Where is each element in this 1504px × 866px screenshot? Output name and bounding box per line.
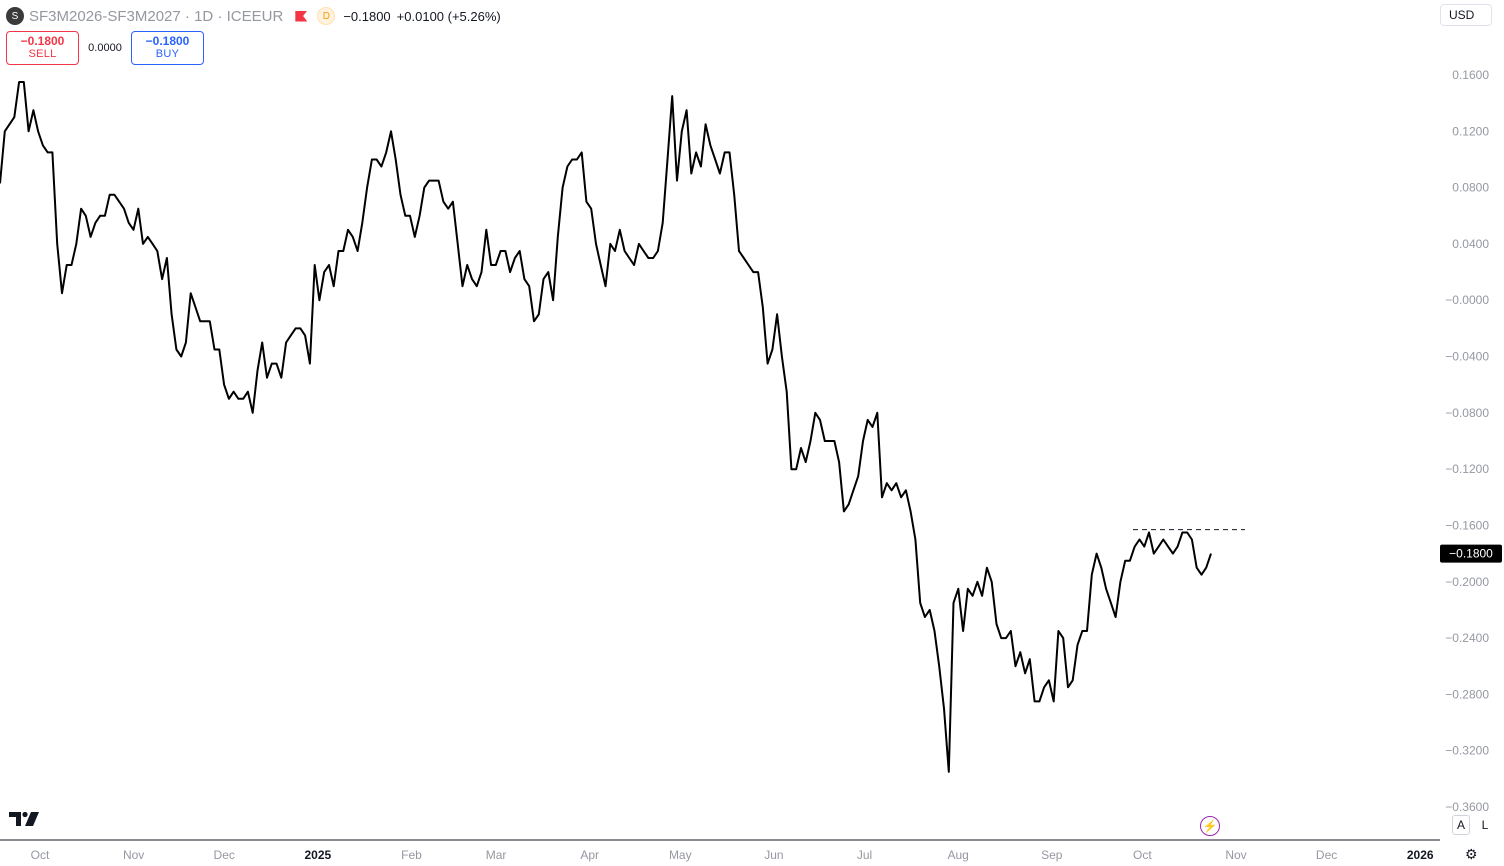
symbol-header: S SF3M2026-SF3M2027 · 1D · ICEEUR D −0.1… <box>6 5 507 27</box>
symbol-logo-icon: S <box>6 7 24 25</box>
x-tick-label: Nov <box>123 848 144 862</box>
x-tick-label: Oct <box>31 848 50 862</box>
y-tick-label: −0.0800 <box>1445 406 1489 420</box>
x-axis: Oct Nov Dec 2025 Feb Mar Apr May Jun Jul Aug Sep Oct… <box>31 848 1434 862</box>
y-tick-label: −0.0400 <box>1445 350 1489 364</box>
y-tick-label: −0.1600 <box>1445 518 1489 532</box>
y-tick-label: 0.0800 <box>1452 181 1489 195</box>
spread-value: 0.0000 <box>88 42 122 54</box>
trade-panel: −0.1800 SELL 0.0000 −0.1800 BUY <box>6 31 204 65</box>
sell-label: SELL <box>28 48 57 60</box>
flag-icon[interactable] <box>295 10 308 22</box>
sell-button[interactable]: −0.1800 SELL <box>6 31 79 65</box>
x-tick-label: May <box>669 848 692 862</box>
tradingview-logo-icon[interactable] <box>9 810 41 828</box>
x-tick-label: 2025 <box>305 848 332 862</box>
x-tick-label: 2026 <box>1407 848 1434 862</box>
interval: 1D <box>194 7 214 25</box>
buy-price: −0.1800 <box>145 34 190 48</box>
x-tick-label: Mar <box>486 848 507 862</box>
sell-price: −0.1800 <box>20 34 65 48</box>
series-line <box>0 81 1212 773</box>
x-tick-label: Apr <box>580 848 599 862</box>
y-tick-label: −0.1200 <box>1445 462 1489 476</box>
y-tick-label: 0.1600 <box>1452 68 1489 82</box>
y-tick-label: 0.1200 <box>1452 124 1489 138</box>
auto-scale-button[interactable]: A <box>1452 815 1470 835</box>
price-change: +0.0100 (+5.26%) <box>396 8 501 24</box>
x-tick-label: Feb <box>401 848 422 862</box>
x-tick-label: Nov <box>1225 848 1246 862</box>
lightning-icon[interactable]: ⚡ <box>1200 816 1220 836</box>
buy-label: BUY <box>155 48 180 60</box>
y-tick-label: −0.3600 <box>1445 800 1489 814</box>
separator: · <box>217 7 223 25</box>
settings-icon[interactable]: ⚙ <box>1465 846 1478 862</box>
delayed-badge[interactable]: D <box>317 7 336 25</box>
currency-selector[interactable]: USD <box>1440 4 1492 26</box>
y-tick-label: −0.2800 <box>1445 687 1489 701</box>
y-tick-label: −0.3200 <box>1445 744 1489 758</box>
x-tick-label: Jun <box>764 848 783 862</box>
symbol-info[interactable]: SF3M2026-SF3M2027 · 1D · ICEEUR <box>29 8 283 25</box>
y-tick-label: 0.0400 <box>1452 237 1489 251</box>
separator: · <box>184 7 190 25</box>
last-price-label: −0.1800 <box>1440 544 1502 563</box>
x-tick-label: Oct <box>1133 848 1152 862</box>
log-scale-button[interactable]: L <box>1481 818 1489 832</box>
x-tick-label: Sep <box>1041 848 1063 862</box>
svg-text:−0.1800: −0.1800 <box>1449 547 1493 561</box>
y-axis: 0.1600 0.1200 0.0800 0.0400 −0.0000 −0.0400 −0… <box>1445 68 1489 814</box>
buy-button[interactable]: −0.1800 BUY <box>131 31 204 65</box>
x-tick-label: Aug <box>947 848 968 862</box>
y-tick-label: −0.0000 <box>1445 293 1489 307</box>
x-tick-label: Dec <box>1316 848 1337 862</box>
y-tick-label: −0.2000 <box>1445 575 1489 589</box>
x-tick-label: Dec <box>214 848 235 862</box>
x-tick-label: Jul <box>857 848 872 862</box>
y-tick-label: −0.2400 <box>1445 631 1489 645</box>
symbol-name: SF3M2026-SF3M2027 <box>29 7 181 25</box>
exchange: ICEEUR <box>226 7 284 25</box>
last-price: −0.1800 <box>343 8 391 24</box>
